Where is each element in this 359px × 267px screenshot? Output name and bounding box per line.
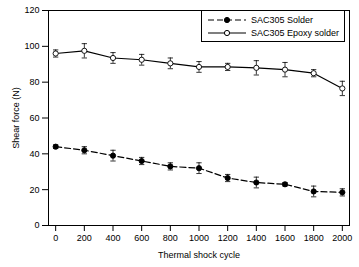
svg-text:1600: 1600 (275, 233, 295, 243)
html-text:SAC305 Epoxy solder: SAC305 Epoxy solder (250, 27, 339, 38)
svg-text:400: 400 (105, 233, 120, 243)
svg-text:1800: 1800 (304, 233, 324, 243)
svg-text:2000: 2000 (332, 233, 352, 243)
svg-text:600: 600 (134, 233, 149, 243)
svg-text:200: 200 (77, 233, 92, 243)
html-text:SAC305 Solder: SAC305 Solder (250, 14, 313, 25)
svg-text:100: 100 (24, 41, 39, 51)
svg-text:1400: 1400 (246, 233, 266, 243)
svg-text:0: 0 (53, 233, 58, 243)
svg-text:40: 40 (29, 149, 39, 159)
svg-text:60: 60 (29, 113, 39, 123)
svg-text:80: 80 (29, 77, 39, 87)
svg-text:Thermal shock cycle: Thermal shock cycle (158, 250, 240, 260)
svg-text:20: 20 (29, 185, 39, 195)
svg-text:0: 0 (34, 220, 39, 230)
svg-text:1200: 1200 (218, 233, 238, 243)
svg-text:Shear force (N): Shear force (N) (11, 87, 21, 149)
svg-text:800: 800 (163, 233, 178, 243)
svg-text:120: 120 (24, 5, 39, 15)
svg-text:1000: 1000 (189, 233, 209, 243)
